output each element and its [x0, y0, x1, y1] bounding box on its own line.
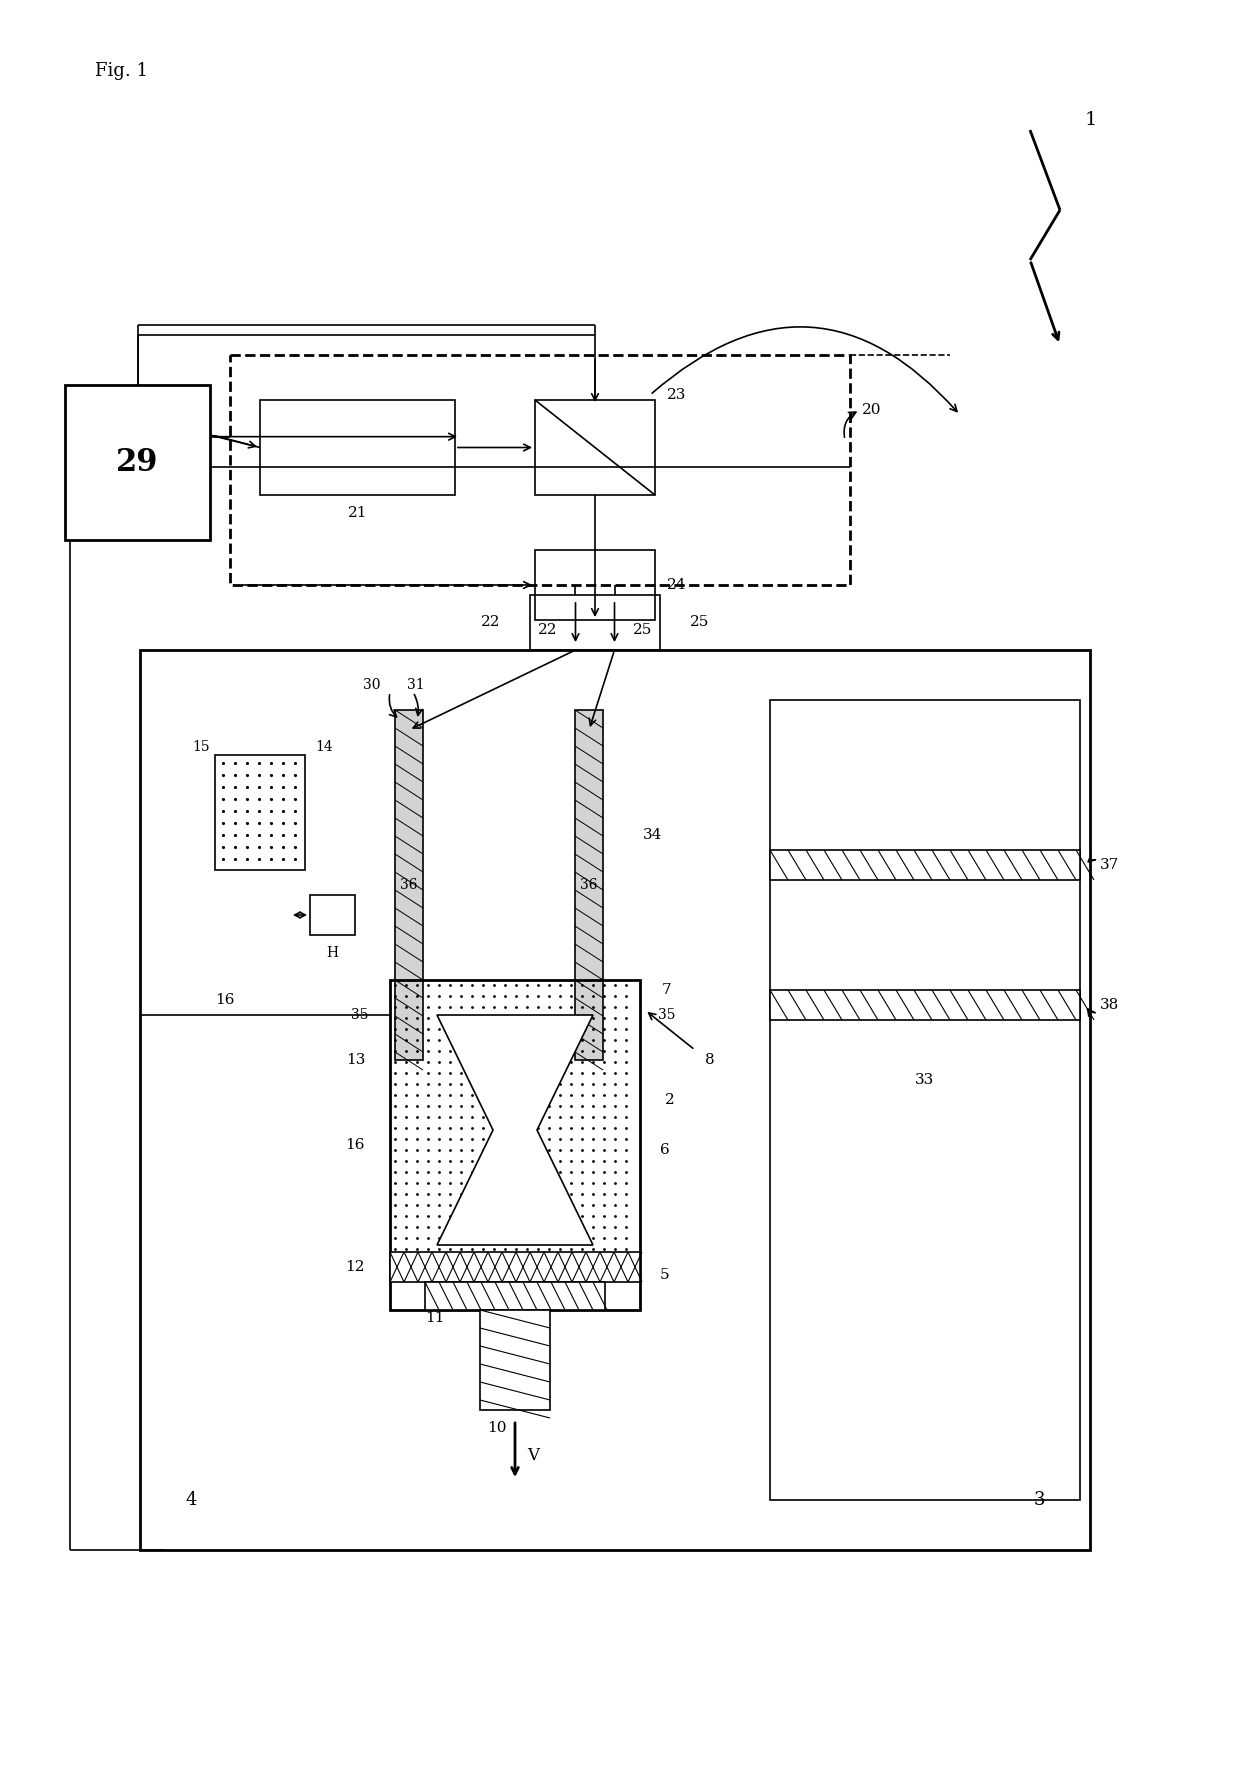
- Text: 14: 14: [315, 741, 332, 755]
- FancyArrowPatch shape: [1089, 854, 1095, 861]
- Bar: [215, 755, 305, 870]
- Text: 34: 34: [644, 828, 662, 842]
- Text: 16: 16: [216, 992, 234, 1006]
- Text: 11: 11: [425, 1311, 444, 1325]
- Bar: [575, 711, 603, 1060]
- Bar: [391, 980, 640, 1310]
- Text: 7: 7: [662, 983, 672, 998]
- Bar: [770, 700, 1080, 1501]
- Text: 3: 3: [1033, 1490, 1045, 1510]
- Bar: [391, 1253, 640, 1281]
- Text: 25: 25: [689, 615, 709, 629]
- FancyArrowPatch shape: [844, 413, 856, 438]
- Bar: [140, 650, 1090, 1550]
- Text: 13: 13: [346, 1053, 365, 1067]
- Text: 10: 10: [487, 1421, 507, 1435]
- Bar: [534, 549, 655, 620]
- Text: 5: 5: [660, 1269, 670, 1281]
- Text: 4: 4: [185, 1490, 196, 1510]
- FancyArrowPatch shape: [1087, 1008, 1095, 1015]
- Text: 1: 1: [1085, 112, 1097, 129]
- Text: 22: 22: [537, 624, 557, 636]
- Text: 25: 25: [632, 624, 652, 636]
- Text: 24: 24: [667, 578, 687, 592]
- Text: V: V: [527, 1446, 539, 1464]
- Bar: [770, 851, 1080, 881]
- Text: 8: 8: [706, 1053, 714, 1067]
- Bar: [425, 1281, 605, 1310]
- Text: 35: 35: [351, 1008, 368, 1022]
- Text: Fig. 1: Fig. 1: [95, 62, 148, 80]
- Text: 16: 16: [346, 1138, 365, 1152]
- Text: H: H: [326, 946, 339, 960]
- Text: 21: 21: [347, 507, 367, 519]
- Text: 35: 35: [658, 1008, 676, 1022]
- Bar: [260, 400, 455, 494]
- Text: 31: 31: [407, 679, 424, 693]
- Text: 20: 20: [862, 402, 882, 416]
- Text: 22: 22: [481, 615, 500, 629]
- Text: 36: 36: [401, 877, 418, 891]
- FancyArrowPatch shape: [389, 695, 397, 718]
- Bar: [534, 400, 655, 494]
- Bar: [480, 1310, 551, 1411]
- Bar: [64, 385, 210, 540]
- Text: 12: 12: [346, 1260, 365, 1274]
- Text: 23: 23: [667, 388, 687, 402]
- Text: 15: 15: [192, 741, 210, 755]
- Text: 6: 6: [660, 1143, 670, 1157]
- Text: 36: 36: [580, 877, 598, 891]
- FancyArrowPatch shape: [414, 695, 423, 716]
- Text: 33: 33: [915, 1074, 935, 1086]
- Bar: [396, 711, 423, 1060]
- Bar: [310, 895, 355, 936]
- Bar: [229, 354, 849, 585]
- Bar: [529, 595, 660, 650]
- FancyArrowPatch shape: [652, 326, 957, 411]
- Polygon shape: [436, 1015, 593, 1246]
- Text: 30: 30: [362, 679, 379, 693]
- Text: 38: 38: [1100, 998, 1120, 1012]
- Text: 37: 37: [1100, 858, 1120, 872]
- Bar: [770, 991, 1080, 1021]
- Text: 29: 29: [117, 447, 159, 478]
- Text: 2: 2: [665, 1093, 675, 1108]
